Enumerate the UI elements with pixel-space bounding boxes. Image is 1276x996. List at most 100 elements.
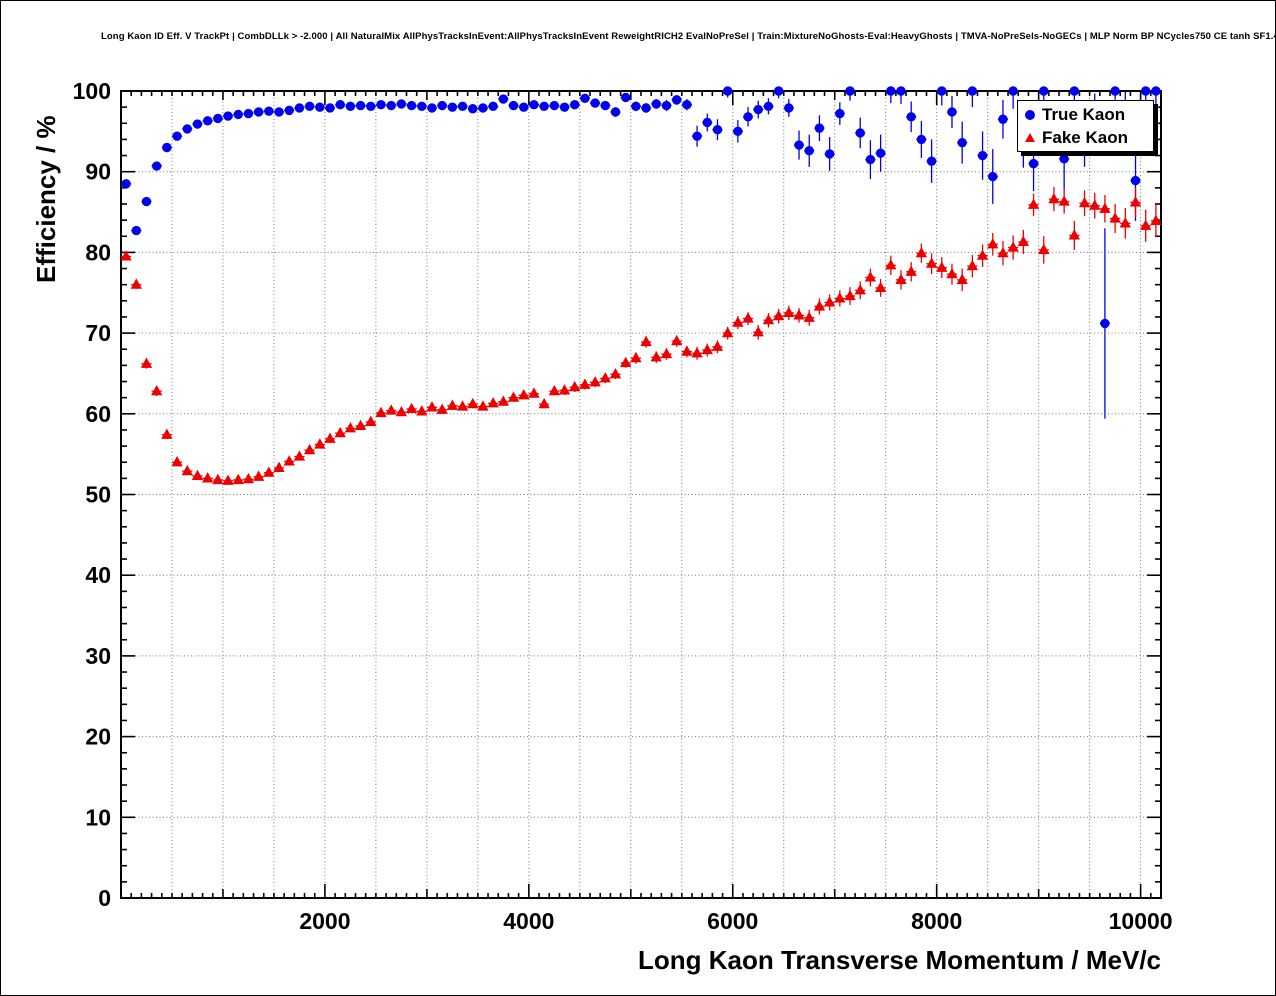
- y-tick-label: 100: [73, 78, 111, 104]
- data-point: [293, 450, 306, 461]
- y-tick-label: 80: [85, 239, 111, 265]
- data-point: [711, 340, 724, 351]
- data-point: [488, 101, 498, 112]
- data-point: [294, 103, 305, 113]
- data-point: [1048, 192, 1060, 204]
- data-point: [303, 443, 316, 455]
- data-point: [1089, 199, 1101, 210]
- data-point: [508, 100, 519, 111]
- data-point: [559, 102, 570, 112]
- fake-kaon-marker-icon: [1025, 133, 1035, 142]
- data-point: [620, 356, 632, 368]
- data-point: [631, 101, 641, 112]
- data-point: [977, 150, 988, 161]
- data-point: [1017, 235, 1029, 247]
- data-point: [784, 103, 794, 113]
- x-tick-label: 10000: [1109, 908, 1173, 934]
- data-point: [813, 300, 826, 311]
- data-point: [1100, 318, 1110, 329]
- data-point: [436, 403, 448, 414]
- y-tick-label: 10: [85, 804, 111, 830]
- data-point: [457, 101, 468, 112]
- y-tick-label: 0: [98, 885, 111, 911]
- data-point: [334, 426, 346, 438]
- data-point: [803, 311, 815, 322]
- data-point: [1008, 86, 1018, 96]
- data-point: [427, 103, 437, 113]
- data-point: [273, 461, 285, 472]
- data-point: [1058, 195, 1070, 206]
- data-point: [314, 438, 326, 449]
- data-point: [140, 357, 153, 368]
- data-point: [722, 326, 734, 338]
- data-point: [855, 128, 865, 138]
- data-point: [1007, 241, 1019, 252]
- y-tick-label: 60: [85, 401, 111, 427]
- plot-frame: [120, 90, 1162, 899]
- data-point: [376, 100, 386, 110]
- data-point: [926, 156, 937, 166]
- data-point: [763, 101, 774, 112]
- data-point: [640, 335, 652, 347]
- data-point: [528, 387, 540, 398]
- data-point: [793, 309, 805, 320]
- data-point: [773, 86, 784, 96]
- data-point: [558, 384, 571, 395]
- data-point: [671, 95, 682, 105]
- data-point: [733, 126, 743, 137]
- data-point: [1140, 219, 1152, 230]
- data-point: [191, 469, 204, 481]
- data-point: [233, 109, 243, 120]
- data-point: [223, 111, 233, 121]
- data-point: [121, 179, 131, 189]
- data-point: [671, 334, 683, 346]
- data-point: [743, 112, 753, 122]
- data-point: [497, 395, 509, 406]
- data-point: [304, 101, 315, 112]
- data-point: [794, 140, 804, 150]
- data-point: [151, 384, 163, 396]
- data-point: [987, 238, 999, 249]
- data-point: [366, 101, 376, 112]
- data-point: [997, 246, 1009, 258]
- data-point: [263, 466, 275, 477]
- data-point: [405, 402, 418, 414]
- data-point: [1068, 229, 1080, 240]
- data-point: [395, 405, 408, 417]
- legend-label-true-kaon: True Kaon: [1042, 104, 1126, 124]
- fake-kaon-series: [120, 187, 1162, 485]
- data-point: [916, 134, 927, 145]
- data-point: [650, 351, 662, 362]
- data-point: [253, 107, 264, 117]
- data-point: [630, 351, 642, 363]
- data-point: [599, 372, 611, 383]
- data-point: [426, 401, 438, 412]
- grid-lines: [121, 91, 1161, 898]
- data-point: [1038, 243, 1050, 255]
- data-point: [354, 419, 367, 431]
- data-point: [570, 100, 580, 110]
- data-point: [956, 273, 968, 284]
- data-point: [966, 259, 979, 271]
- data-point: [946, 267, 958, 279]
- data-point: [865, 154, 876, 165]
- data-point: [213, 113, 223, 124]
- data-point: [130, 278, 142, 289]
- legend: True Kaon Fake Kaon: [1017, 100, 1154, 152]
- data-point: [1059, 154, 1069, 164]
- x-tick-label: 8000: [911, 908, 962, 934]
- data-point: [1129, 196, 1142, 207]
- data-point: [732, 316, 744, 327]
- data-point: [753, 104, 763, 115]
- data-point: [936, 261, 948, 272]
- data-point: [324, 432, 336, 443]
- data-point: [844, 289, 856, 301]
- data-point: [834, 292, 846, 303]
- data-point: [548, 384, 560, 396]
- data-point: [947, 107, 957, 117]
- data-point: [854, 284, 866, 295]
- data-point: [498, 94, 509, 104]
- data-point: [529, 100, 539, 110]
